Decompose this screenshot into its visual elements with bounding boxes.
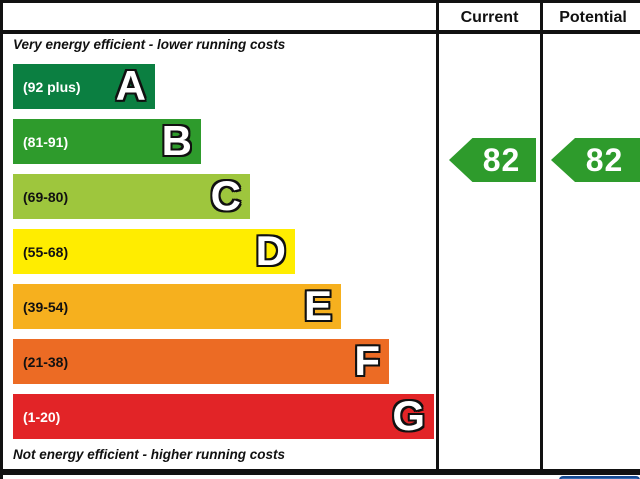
potential-rating-arrow: 82 [551, 138, 640, 182]
current-rating-arrow: 82 [449, 138, 536, 182]
band-letter: D [255, 226, 286, 274]
band-range-label: (21-38) [23, 353, 69, 370]
band-letter: F [354, 336, 380, 384]
potential-rating-value: 82 [585, 141, 624, 178]
band-row-c: (69-80) C [13, 174, 250, 219]
header-divider-line [3, 30, 640, 34]
potential-column-header: Potential [559, 9, 627, 26]
bottom-caption: Not energy efficient - higher running co… [13, 447, 286, 462]
band-letter: G [392, 391, 425, 439]
current-column-header: Current [460, 9, 519, 26]
band-range-label: (39-54) [23, 298, 69, 315]
band-range-label: (55-68) [23, 243, 69, 260]
band-row-e: (39-54) E [13, 284, 341, 329]
band-letter: C [210, 171, 241, 219]
potential-column-divider [540, 3, 543, 473]
band-row-f: (21-38) F [13, 339, 389, 384]
chart-bottom-border [3, 469, 640, 475]
eu-directive-box-partial [559, 476, 640, 479]
current-column-divider [436, 3, 439, 473]
current-rating-value: 82 [482, 141, 521, 178]
top-caption: Very energy efficient - lower running co… [13, 37, 286, 52]
band-row-b: (81-91) B [13, 119, 201, 164]
band-range-label: (81-91) [23, 133, 69, 150]
band-range-label: (69-80) [23, 188, 69, 205]
band-row-g: (1-20) G [13, 394, 434, 439]
band-letter: A [115, 61, 146, 109]
band-row-d: (55-68) D [13, 229, 295, 274]
band-letter: E [303, 281, 332, 329]
band-row-a: (92 plus) A [13, 64, 155, 109]
band-range-label: (92 plus) [23, 78, 81, 95]
band-letter: B [161, 116, 192, 164]
band-range-label: (1-20) [23, 408, 61, 425]
